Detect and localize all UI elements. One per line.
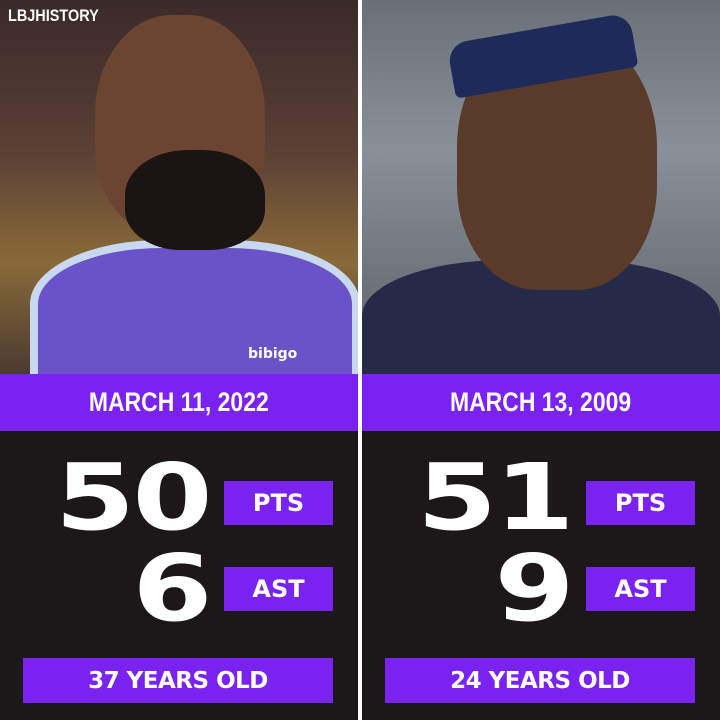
date-text: MARCH 11, 2022: [89, 387, 269, 417]
game-card-2022: bibigo MARCH 11, 2022 50 PTS 6 AST 37 YE…: [0, 0, 358, 720]
beard-shape: [125, 150, 265, 250]
assists-value: 9: [494, 535, 574, 642]
points-label: PTS: [586, 481, 695, 525]
sponsor-logo: bibigo: [248, 346, 298, 362]
player-photo-2009: [362, 0, 720, 374]
points-value: 51: [416, 444, 575, 551]
assists-label: AST: [224, 567, 333, 611]
points-label: PTS: [224, 481, 333, 525]
date-banner: MARCH 13, 2009: [362, 374, 720, 431]
watermark-logo: LBJHISTORY: [8, 6, 99, 25]
points-value: 50: [54, 444, 213, 551]
age-badge: 24 YEARS OLD: [385, 658, 695, 703]
game-card-2009: MARCH 13, 2009 51 PTS 9 AST 24 YEARS OLD: [362, 0, 720, 720]
assists-value: 6: [132, 535, 212, 642]
date-text: MARCH 13, 2009: [450, 387, 632, 417]
age-badge: 37 YEARS OLD: [23, 658, 333, 703]
date-banner: MARCH 11, 2022: [0, 374, 358, 431]
jersey-shape: [30, 240, 358, 374]
assists-label: AST: [586, 567, 695, 611]
player-photo-2022: bibigo: [0, 0, 358, 374]
